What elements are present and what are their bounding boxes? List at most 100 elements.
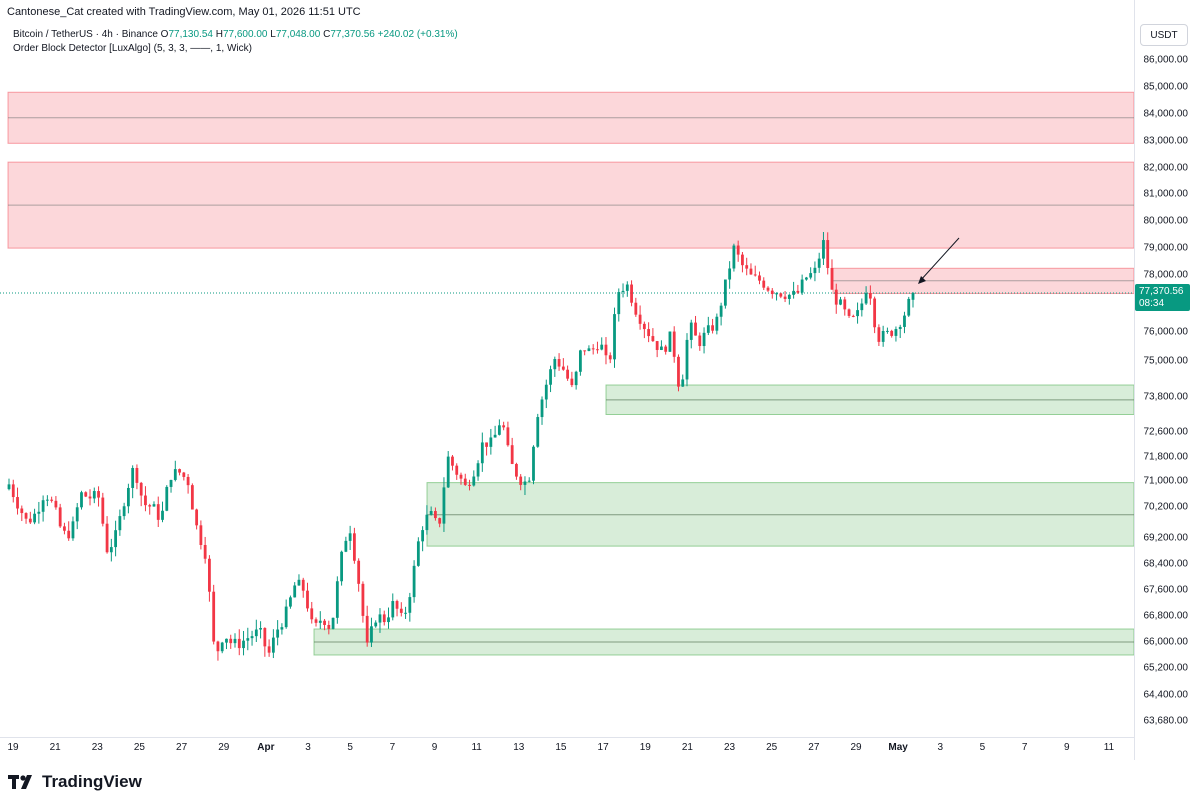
candle-body bbox=[348, 533, 352, 541]
candle-body bbox=[868, 293, 872, 299]
candle-body bbox=[578, 350, 582, 372]
high-value: 77,600.00 bbox=[222, 29, 268, 40]
candle-body bbox=[41, 500, 45, 512]
candle-body bbox=[630, 284, 633, 303]
candle-body bbox=[289, 597, 292, 607]
high-label: H bbox=[215, 29, 223, 40]
candle-body bbox=[557, 359, 561, 367]
candle-body bbox=[647, 329, 651, 337]
candle-body bbox=[728, 268, 732, 280]
candle-body bbox=[540, 399, 544, 418]
price-axis[interactable]: 86,000.00 85,000.00 84,000.00 83,000.00 82,0… bbox=[1134, 0, 1200, 760]
candle-body bbox=[574, 371, 578, 386]
candle-body bbox=[45, 499, 49, 501]
candle-body bbox=[719, 305, 723, 317]
candle-body bbox=[907, 298, 911, 316]
candle-body bbox=[480, 442, 484, 464]
candle-body bbox=[378, 614, 382, 623]
candle-body bbox=[186, 476, 190, 486]
candle-body bbox=[583, 350, 587, 352]
time-tick-label: 5 bbox=[347, 742, 353, 753]
candle-body bbox=[33, 513, 36, 523]
candle-body bbox=[681, 379, 685, 387]
candle-body bbox=[762, 280, 766, 288]
candle-body bbox=[664, 346, 668, 352]
candle-body bbox=[425, 514, 429, 531]
time-tick-label: 25 bbox=[133, 742, 145, 753]
time-axis[interactable]: 19 21 23 25 27 29 Apr 3 5 7 9 11 13 15 17 19 21 23 25 27 29 M… bbox=[0, 737, 1134, 760]
candle-body bbox=[173, 469, 177, 480]
time-tick-label: 23 bbox=[91, 742, 103, 753]
price-tick-label: 82,000.00 bbox=[1143, 162, 1189, 173]
candle-body bbox=[451, 456, 454, 466]
currency-selector[interactable]: USDT bbox=[1140, 24, 1188, 46]
indicator-label[interactable]: Order Block Detector [LuxAlgo] (5, 3, 3,… bbox=[13, 43, 252, 54]
close-value: 77,370.56 bbox=[330, 29, 375, 40]
candle-body bbox=[220, 642, 224, 652]
price-chart[interactable] bbox=[0, 0, 1134, 737]
price-tick-label: 78,000.00 bbox=[1143, 269, 1189, 281]
candle-body bbox=[54, 500, 58, 508]
candle-body bbox=[527, 480, 531, 482]
time-tick-label: 11 bbox=[471, 742, 482, 753]
candle-body bbox=[416, 541, 420, 566]
candle-body bbox=[523, 481, 527, 485]
candle-body bbox=[58, 507, 62, 527]
candle-body bbox=[118, 516, 122, 531]
ohlc-legend-row[interactable]: Bitcoin / TetherUS · 4h · Binance O77,13… bbox=[13, 28, 458, 42]
low-label: L bbox=[270, 29, 276, 40]
candle-body bbox=[442, 487, 446, 524]
candle-body bbox=[7, 484, 11, 490]
time-tick-label: 13 bbox=[513, 742, 525, 753]
indicator-legend-row[interactable]: Order Block Detector [LuxAlgo] (5, 3, 3,… bbox=[13, 42, 458, 56]
candle-body bbox=[651, 336, 655, 342]
candle-body bbox=[873, 298, 877, 328]
candle-body bbox=[723, 279, 727, 306]
time-tick-label: 3 bbox=[937, 742, 944, 753]
low-value: 77,048.00 bbox=[275, 29, 321, 40]
chart-legend: Bitcoin / TetherUS · 4h · Binance O77,13… bbox=[13, 28, 458, 56]
time-tick-label: 19 bbox=[639, 742, 651, 753]
candle-body bbox=[587, 348, 591, 351]
candle-body bbox=[310, 608, 314, 620]
candle-body bbox=[775, 293, 778, 295]
time-tick-label: 27 bbox=[808, 742, 820, 753]
candle-body bbox=[894, 329, 898, 336]
candle-body bbox=[250, 636, 254, 639]
candle-body bbox=[131, 467, 135, 488]
candle-body bbox=[126, 487, 130, 507]
candle-body bbox=[323, 620, 326, 625]
price-tick-label: 68,400.00 bbox=[1143, 558, 1189, 570]
candle-body bbox=[485, 442, 488, 447]
candle-body bbox=[843, 299, 847, 310]
candle-body bbox=[604, 344, 608, 356]
candle-body bbox=[254, 629, 258, 637]
price-tick-label: 70,200.00 bbox=[1143, 501, 1189, 513]
time-tick-label: 21 bbox=[681, 742, 693, 753]
candle-body bbox=[421, 530, 425, 542]
candle-body bbox=[476, 463, 480, 477]
candle-body bbox=[497, 425, 501, 435]
candle-body bbox=[84, 492, 88, 497]
price-tick-label: 71,800.00 bbox=[1143, 451, 1189, 463]
candle-body bbox=[617, 292, 621, 315]
candle-body bbox=[566, 369, 570, 379]
symbol-label[interactable]: Bitcoin / TetherUS · 4h · Binance bbox=[13, 29, 158, 40]
candle-body bbox=[24, 513, 28, 519]
candle-body bbox=[306, 590, 309, 609]
candle-body bbox=[860, 303, 864, 311]
price-tick-label: 75,000.00 bbox=[1143, 355, 1189, 367]
candle-body bbox=[706, 325, 710, 333]
candle-body bbox=[404, 612, 407, 614]
candle-body bbox=[736, 245, 740, 255]
candle-body bbox=[331, 617, 335, 629]
candle-body bbox=[502, 425, 506, 428]
time-tick-label: May bbox=[888, 742, 908, 753]
candle-body bbox=[352, 533, 356, 561]
candle-body bbox=[357, 560, 361, 584]
price-tick-label: 64,400.00 bbox=[1143, 689, 1189, 701]
candle-body bbox=[293, 585, 297, 598]
candle-body bbox=[642, 323, 646, 330]
price-tick-label: 83,000.00 bbox=[1143, 135, 1189, 147]
candle-body bbox=[237, 638, 241, 649]
